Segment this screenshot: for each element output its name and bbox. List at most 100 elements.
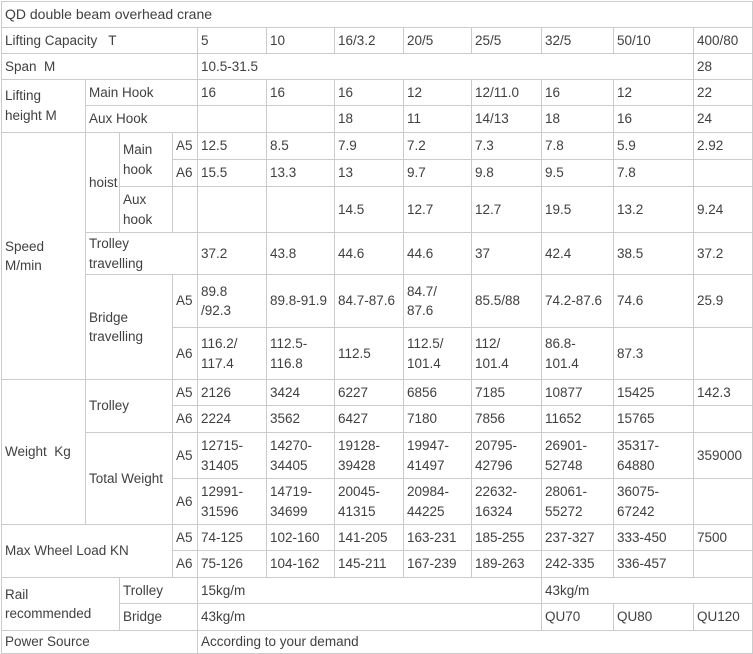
value-cell: 22632- 16324 <box>471 478 542 526</box>
row-max-wheel-a6: A6 75-126 104-162 145-211 167-239 189-26… <box>2 550 753 579</box>
label-weight: Weight Kg <box>1 379 86 526</box>
value-cell: 112.5/ 101.4 <box>403 327 472 381</box>
value-cell: 50/10 <box>613 27 694 54</box>
value-cell: 38.5 <box>613 231 694 276</box>
value-cell: 25/5 <box>471 27 542 54</box>
value-cell: 12 <box>613 79 694 106</box>
value-cell: 25.9 <box>692 274 753 329</box>
value-cell: 5.9 <box>613 132 694 160</box>
row-main-hook-height: Lifting height M Main Hook 16 16 16 12 1… <box>1 79 753 133</box>
value-cell: 85.5/88 <box>471 274 542 329</box>
value-cell: 24 <box>692 105 753 133</box>
grade-a5-label: A5 <box>172 274 198 329</box>
value-cell: 15765 <box>613 405 694 434</box>
value-cell: 16/3.2 <box>334 27 404 54</box>
label-rail-bridge: Bridge <box>119 603 198 632</box>
value-cell: 7500 <box>692 524 753 552</box>
value-cell: 15kg/m <box>197 577 542 605</box>
value-cell: 37 <box>471 231 542 276</box>
value-cell <box>266 105 335 133</box>
value-cell: 102-160 <box>266 524 335 552</box>
value-cell: 43.8 <box>266 231 335 276</box>
value-cell: 12 <box>403 79 472 106</box>
grade-a6-label: A6 <box>172 159 198 187</box>
value-cell: 19128- 39428 <box>334 432 404 480</box>
grade-a6-label: A6 <box>172 405 198 434</box>
value-cell: 74-125 <box>197 524 267 552</box>
value-cell: 28 <box>692 53 753 80</box>
value-cell: 7856 <box>471 405 542 434</box>
value-cell: 84.7/ 87.6 <box>403 274 472 329</box>
value-cell: 400/80 <box>692 27 753 54</box>
value-cell: 75-126 <box>197 550 267 579</box>
value-cell: QU70 <box>541 603 614 632</box>
value-cell: 44.6 <box>334 231 404 276</box>
value-cell: 336-457 <box>613 550 694 579</box>
value-cell: 74.6 <box>613 274 694 329</box>
row-weight-total-a5: Total Weight A5 12715- 31405 14270- 3440… <box>2 432 753 526</box>
value-cell: 333-450 <box>613 524 694 552</box>
value-cell: 14/13 <box>471 105 542 133</box>
row-rail-bridge: Bridge 43kg/m QU70 QU80 QU120 <box>2 603 753 632</box>
value-cell: 74.2-87.6 <box>541 274 614 329</box>
value-cell: 163-231 <box>403 524 472 552</box>
value-cell: 12.5 <box>197 132 267 160</box>
label-hoist-aux-hook: Aux hook <box>119 186 173 233</box>
row-hoist-main-a6: A6 15.5 13.3 13 9.7 9.8 9.5 7.8 <box>2 159 753 187</box>
grade-a6-label: A6 <box>172 550 198 579</box>
value-cell <box>692 550 753 579</box>
label-span: Span M <box>1 53 198 80</box>
value-cell: 14270- 34405 <box>266 432 335 480</box>
value-cell: 86.8- 101.4 <box>541 327 614 381</box>
value-cell: 84.7-87.6 <box>334 274 404 329</box>
value-cell: 11 <box>403 105 472 133</box>
value-cell: 12.7 <box>403 186 472 233</box>
value-cell: 2.92 <box>692 132 753 160</box>
grade-a6-label: A6 <box>172 478 198 526</box>
value-cell: 18 <box>334 105 404 133</box>
value-cell: 19947- 41497 <box>403 432 472 480</box>
row-hoist-main-a5: Speed M/min hoist Main hook A5 12.5 8.5 … <box>1 131 753 381</box>
label-rail-trolley: Trolley <box>119 577 198 605</box>
value-cell: 16 <box>266 79 335 106</box>
value-cell: 9.8 <box>471 159 542 187</box>
label-hoist: hoist <box>85 132 120 233</box>
value-cell: 237-327 <box>541 524 614 552</box>
value-cell: 16 <box>334 79 404 106</box>
row-bridge-a6: A6 116.2/ 117.4 112.5- 116.8 112.5 112.5… <box>2 327 753 381</box>
value-cell: 5 <box>197 27 267 54</box>
value-cell: 32/5 <box>541 27 614 54</box>
value-cell: 15.5 <box>197 159 267 187</box>
value-cell: 87.3 <box>613 327 694 381</box>
grade-a5-label: A5 <box>172 524 198 552</box>
value-cell: 8.5 <box>266 132 335 160</box>
row-bridge-a5: Bridge travelling A5 89.8 /92.3 89.8-91.… <box>2 274 753 381</box>
value-cell: 3562 <box>266 405 335 434</box>
value-cell: 104-162 <box>266 550 335 579</box>
label-lifting-capacity: Lifting Capacity T <box>1 27 198 54</box>
value-cell: 28061- 55272 <box>541 478 614 526</box>
value-cell: 16 <box>541 79 614 106</box>
value-cell <box>197 105 267 133</box>
value-cell <box>692 405 753 434</box>
value-cell <box>266 186 335 233</box>
label-speed: Speed M/min <box>1 131 86 381</box>
value-cell: 145-211 <box>334 550 404 579</box>
value-cell: 10877 <box>541 379 614 407</box>
value-cell: 14.5 <box>334 186 404 233</box>
value-cell: 112/ 101.4 <box>471 327 542 381</box>
value-cell: According to your demand <box>196 630 753 654</box>
value-cell: 7185 <box>471 379 542 407</box>
value-cell: 6427 <box>334 405 404 434</box>
value-cell: 20/5 <box>403 27 472 54</box>
row-max-wheel-a5: Max Wheel Load KN A5 74-125 102-160 141-… <box>1 524 753 579</box>
label-rail-recommended: Rail recommended <box>1 577 120 632</box>
row-trolley-travelling: Trolley travelling 37.2 43.8 44.6 44.6 3… <box>2 231 753 276</box>
grade-a5-label: A5 <box>172 379 198 407</box>
value-cell: 11652 <box>541 405 614 434</box>
value-cell: 89.8-91.9 <box>266 274 335 329</box>
value-cell: 167-239 <box>403 550 472 579</box>
value-cell: 9.24 <box>692 186 753 233</box>
value-cell: 185-255 <box>471 524 542 552</box>
